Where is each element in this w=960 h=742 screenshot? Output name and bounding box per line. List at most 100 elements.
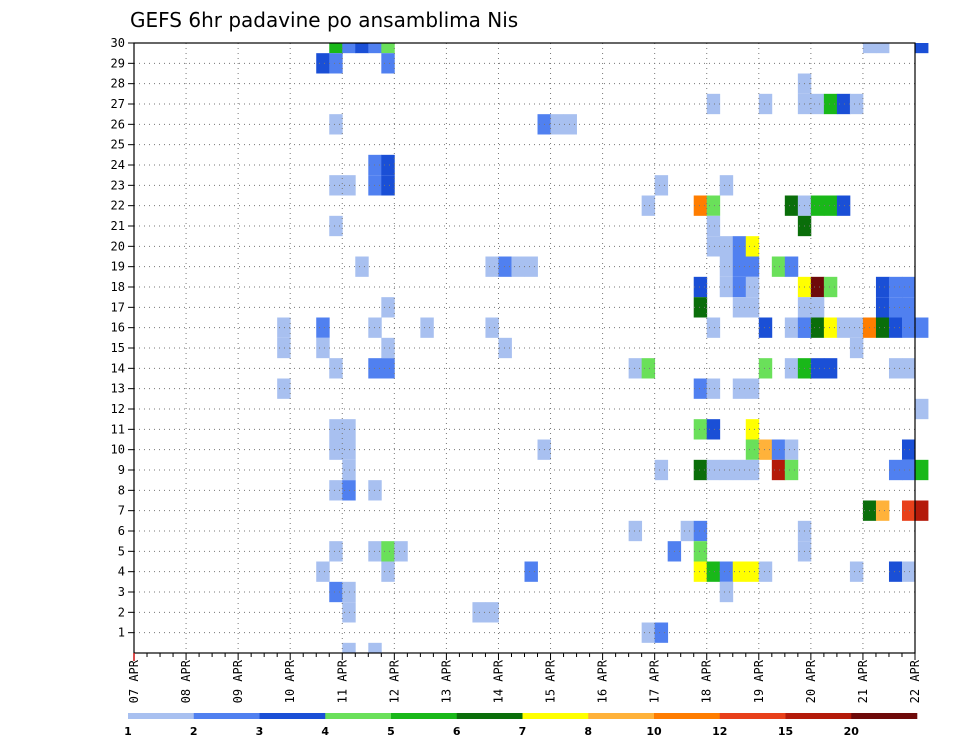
heatmap-cell bbox=[654, 622, 669, 643]
heatmap-cell bbox=[745, 297, 760, 318]
heatmap-cell bbox=[875, 43, 890, 54]
heatmap-cell bbox=[329, 419, 343, 440]
heatmap-cell bbox=[875, 317, 890, 338]
y-tick-label: 9 bbox=[118, 463, 125, 477]
colorbar-swatch bbox=[851, 713, 918, 719]
heatmap-cell bbox=[784, 195, 799, 216]
heatmap-cell bbox=[654, 175, 669, 196]
heatmap-cell bbox=[758, 439, 773, 460]
colorbar-label: 5 bbox=[387, 725, 395, 738]
heatmap-cell bbox=[329, 541, 343, 562]
y-tick-label: 12 bbox=[111, 402, 125, 416]
y-tick-label: 28 bbox=[111, 77, 125, 91]
heatmap-cell bbox=[745, 419, 760, 440]
heatmap-cell bbox=[368, 480, 382, 501]
heatmap-cell bbox=[862, 43, 877, 54]
heatmap-cell bbox=[628, 520, 643, 542]
heatmap-cell bbox=[368, 317, 382, 338]
heatmap-cell bbox=[550, 114, 564, 135]
colorbar-swatch bbox=[522, 713, 589, 719]
heatmap-cell bbox=[641, 358, 656, 379]
heatmap-cell bbox=[654, 459, 669, 481]
y-tick-label: 8 bbox=[118, 483, 125, 497]
heatmap-cell bbox=[719, 561, 734, 582]
x-tick-label: 18 APR bbox=[700, 659, 714, 703]
heatmap-cell bbox=[485, 256, 499, 277]
heatmap-cell bbox=[355, 256, 369, 277]
heatmap-cell bbox=[784, 439, 799, 460]
x-tick-label: 11 APR bbox=[335, 659, 349, 703]
heatmap-cell bbox=[329, 480, 343, 501]
heatmap-cell bbox=[329, 53, 343, 74]
heatmap-cell bbox=[329, 114, 343, 135]
heatmap-cell bbox=[355, 43, 369, 54]
heatmap-cell bbox=[329, 175, 343, 196]
heatmap-cell bbox=[342, 602, 356, 623]
colorbar-label: 1 bbox=[124, 725, 132, 738]
heatmap-cell bbox=[368, 43, 382, 54]
y-tick-label: 25 bbox=[111, 138, 125, 152]
x-tick-label: 14 APR bbox=[491, 659, 505, 703]
heatmap-cell bbox=[745, 256, 760, 277]
x-tick-label: 08 APR bbox=[179, 659, 193, 703]
x-tick-label: 21 APR bbox=[856, 659, 870, 703]
heatmap-cell bbox=[342, 175, 356, 196]
heatmap-cell bbox=[810, 317, 825, 338]
y-tick-label: 21 bbox=[111, 219, 125, 233]
heatmap-cell bbox=[901, 500, 916, 521]
heatmap-cell bbox=[758, 93, 773, 115]
heatmap-cell bbox=[381, 358, 395, 379]
x-tick-label: 12 APR bbox=[387, 659, 401, 703]
heatmap-cell bbox=[849, 337, 864, 359]
heatmap-cell bbox=[888, 317, 903, 338]
heatmap-cell bbox=[706, 195, 721, 216]
colorbar-swatch bbox=[325, 713, 392, 719]
colorbar-swatch bbox=[128, 713, 195, 719]
heatmap-cell bbox=[719, 236, 734, 257]
heatmap-cell bbox=[915, 398, 929, 420]
heatmap-cell bbox=[316, 561, 330, 582]
heatmap-cell bbox=[342, 459, 356, 481]
colorbar-swatch bbox=[719, 713, 786, 719]
heatmap-cell bbox=[719, 459, 734, 481]
y-tick-label: 14 bbox=[111, 361, 125, 375]
y-tick-label: 5 bbox=[118, 544, 125, 558]
heatmap-cell bbox=[342, 480, 356, 501]
heatmap-cell bbox=[368, 642, 382, 653]
colorbar-label: 15 bbox=[778, 725, 793, 738]
heatmap-cell bbox=[784, 459, 799, 481]
colorbar-label: 8 bbox=[584, 725, 592, 738]
heatmap-cell bbox=[381, 561, 395, 582]
heatmap-cell bbox=[316, 53, 330, 74]
y-tick-label: 1 bbox=[118, 626, 125, 640]
heatmap-cell bbox=[706, 215, 721, 237]
heatmap-cell bbox=[693, 541, 708, 562]
heatmap-cell bbox=[823, 358, 838, 379]
x-tick-label: 15 APR bbox=[544, 659, 558, 703]
heatmap-cell bbox=[342, 43, 356, 54]
heatmap-cell bbox=[836, 93, 851, 115]
heatmap-cell bbox=[563, 114, 577, 135]
x-tick-label: 16 APR bbox=[596, 659, 610, 703]
y-tick-label: 3 bbox=[118, 585, 125, 599]
heatmap-cell bbox=[915, 43, 929, 54]
heatmap-cell bbox=[719, 256, 734, 277]
heatmap-cell bbox=[277, 337, 291, 359]
heatmap-cell bbox=[771, 256, 786, 277]
colorbar-label: 12 bbox=[712, 725, 727, 738]
heatmap-cell bbox=[693, 276, 708, 298]
x-tick-label: 09 APR bbox=[231, 659, 245, 703]
heatmap-cell bbox=[342, 439, 356, 460]
colorbar-swatch bbox=[785, 713, 852, 719]
heatmap-cell bbox=[693, 297, 708, 318]
heatmap-cell bbox=[706, 561, 721, 582]
heatmap-cell bbox=[849, 317, 864, 338]
heatmap-cell bbox=[758, 561, 773, 582]
heatmap-cell bbox=[693, 561, 708, 582]
heatmap-cell bbox=[901, 276, 916, 298]
heatmap-cell bbox=[823, 195, 838, 216]
colorbar-legend: 2 3 4 5 6 7 8 10 12 15 20 1 bbox=[124, 713, 918, 738]
heatmap-cell bbox=[771, 459, 786, 481]
heatmap-cell bbox=[342, 581, 356, 603]
